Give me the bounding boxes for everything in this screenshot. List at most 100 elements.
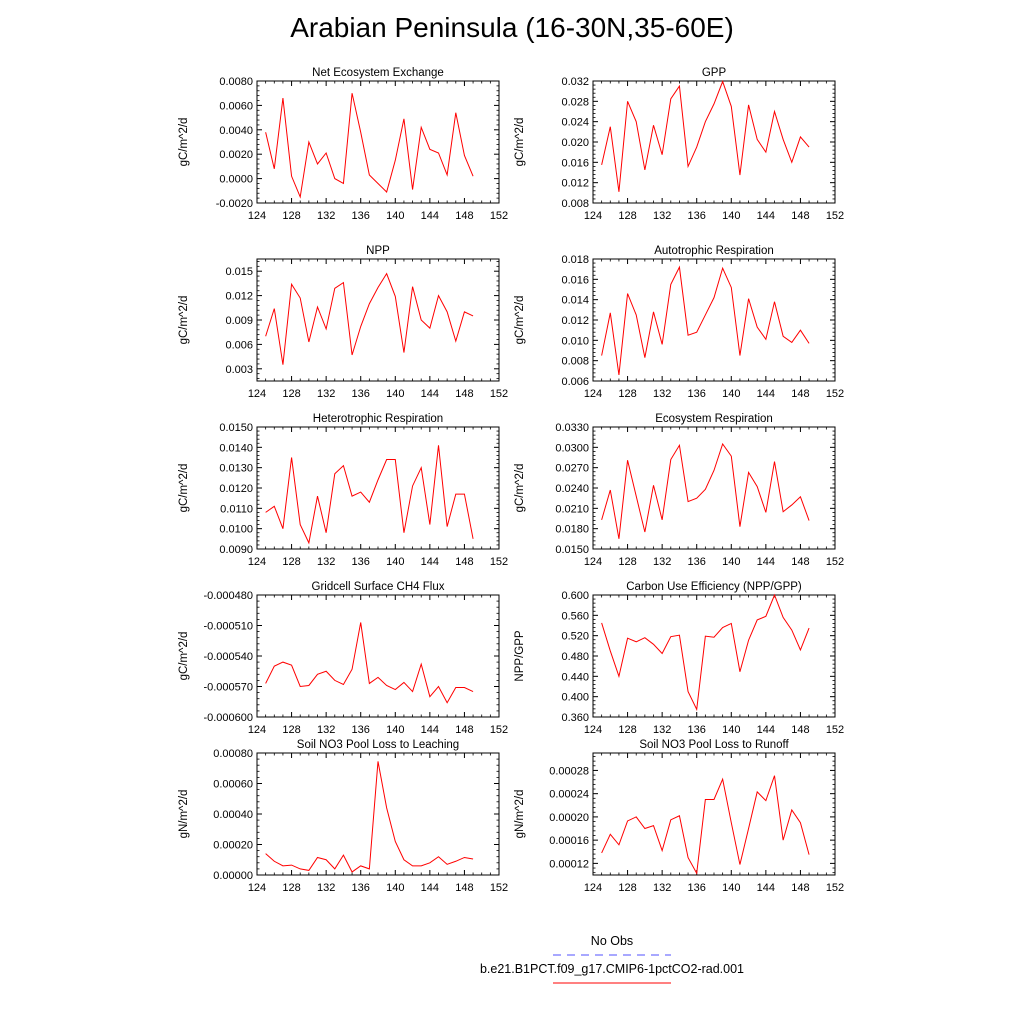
x-tick-label: 140 [386,882,404,894]
y-tick-label: 0.0100 [219,524,253,536]
x-tick-label: 132 [317,388,335,400]
x-tick-label: 152 [490,556,508,568]
x-tick-label: 136 [352,556,370,568]
chart-panel: Ecosystem Respiration gC/m^2/d 124 128 132 13… [514,413,844,568]
y-tick-label: 0.600 [561,590,589,602]
y-axis-label: gC/m^2/d [514,464,526,513]
x-tick-label: 136 [352,210,370,222]
page-title: Arabian Peninsula (16-30N,35-60E) [290,12,734,43]
x-tick-label: 136 [688,556,706,568]
y-tick-label: -0.000540 [203,651,253,663]
series-line [265,761,474,873]
x-tick-label: 140 [722,882,740,894]
y-axis-label: gC/m^2/d [514,296,526,345]
y-tick-label: 0.0110 [220,503,253,515]
x-tick-label: 152 [490,724,508,736]
x-tick-label: 136 [688,388,706,400]
panel-title: Net Ecosystem Exchange [312,67,444,79]
panel-title: Autotrophic Respiration [654,245,774,257]
panel-title: Gridcell Surface CH4 Flux [312,581,445,593]
y-tick-label: 0.00024 [549,789,589,801]
y-tick-label: 0.520 [561,631,589,643]
x-tick-label: 132 [317,210,335,222]
plot-frame [256,752,500,876]
x-tick-label: 136 [688,724,706,736]
x-tick-label: 144 [757,210,775,222]
x-tick-label: 124 [248,556,266,568]
y-tick-label: 0.032 [561,76,589,88]
panel-title: Heterotrophic Respiration [313,413,443,425]
x-tick-label: 140 [386,556,404,568]
x-tick-label: 132 [317,556,335,568]
chart-panel: GPP gC/m^2/d 124 128 132 136 140 144 148 152 0.008… [514,67,844,222]
x-tick-label: 128 [282,882,300,894]
y-tick-label: 0.016 [561,274,589,286]
x-tick-label: 148 [791,210,809,222]
x-tick-label: 148 [455,724,473,736]
x-tick-label: 152 [826,882,844,894]
y-tick-label: 0.440 [561,671,589,683]
x-tick-label: 128 [282,724,300,736]
chart-panel: Net Ecosystem Exchange gC/m^2/d 124 128 132 1… [178,67,508,222]
y-tick-label: 0.010 [561,335,589,347]
x-tick-label: 140 [386,388,404,400]
y-tick-label: 0.0140 [219,442,253,454]
x-tick-label: 148 [791,556,809,568]
y-tick-label: 0.028 [561,96,589,108]
y-tick-label: 0.00016 [549,835,589,847]
x-tick-label: 136 [352,724,370,736]
y-tick-label: 0.00012 [549,858,589,870]
x-tick-label: 152 [490,388,508,400]
panel-title: Soil NO3 Pool Loss to Runoff [639,739,789,751]
panel-title: Soil NO3 Pool Loss to Leaching [297,739,459,751]
y-tick-label: 0.0330 [555,422,589,434]
y-tick-label: -0.000480 [203,590,253,602]
x-tick-label: 152 [490,210,508,222]
plot-frame [256,426,500,550]
x-tick-label: 136 [688,210,706,222]
x-tick-label: 140 [722,724,740,736]
panel-title: GPP [702,67,727,79]
y-tick-label: 0.480 [561,651,589,663]
y-tick-label: 0.00040 [213,809,253,821]
y-tick-label: 0.400 [561,692,589,704]
x-tick-label: 152 [826,388,844,400]
x-tick-label: 124 [584,724,602,736]
y-tick-label: 0.008 [561,356,589,368]
y-tick-label: 0.018 [561,254,589,266]
panel-title: NPP [366,245,390,257]
x-tick-label: 124 [248,210,266,222]
x-tick-label: 128 [618,556,636,568]
y-axis-label: gN/m^2/d [178,790,190,839]
series-line [265,622,474,704]
x-tick-label: 124 [584,388,602,400]
x-tick-label: 132 [653,556,671,568]
chart-panel: Soil NO3 Pool Loss to Runoff gN/m^2/d 124 1… [514,739,844,894]
y-tick-label: 0.020 [561,137,589,149]
series-line [265,93,474,199]
series-line [265,272,474,365]
x-tick-label: 132 [317,882,335,894]
y-tick-label: 0.024 [561,117,589,129]
y-tick-label: 0.0300 [555,442,589,454]
y-tick-label: 0.0060 [219,100,253,112]
y-tick-label: 0.0180 [555,524,589,536]
plot-frame [592,594,836,718]
x-tick-label: 144 [757,388,775,400]
x-tick-label: 148 [455,556,473,568]
y-axis-label: gC/m^2/d [178,464,190,513]
x-tick-label: 152 [490,882,508,894]
series-line [601,442,810,539]
panel-title: Carbon Use Efficiency (NPP/GPP) [626,581,802,593]
x-tick-label: 128 [618,724,636,736]
series-line [601,593,810,712]
x-tick-label: 124 [248,388,266,400]
y-tick-label: 0.0150 [219,422,253,434]
plot-frame [256,594,500,718]
y-tick-label: -0.000570 [203,682,253,694]
y-tick-label: 0.0090 [219,544,253,556]
y-axis-label: gN/m^2/d [514,790,526,839]
y-tick-label: 0.00060 [213,779,253,791]
x-tick-label: 140 [722,210,740,222]
